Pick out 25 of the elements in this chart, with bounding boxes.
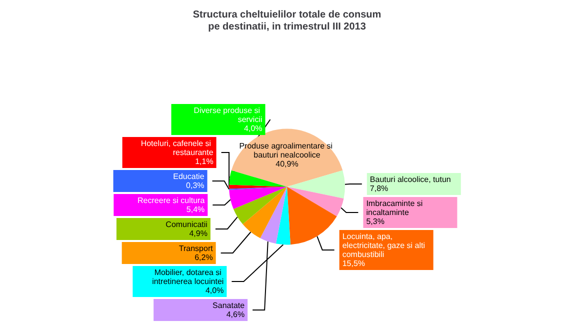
- data-label: 7,8%: [370, 184, 388, 193]
- slice-label: Bauturi alcoolice, tutun: [370, 174, 451, 184]
- data-label: 1,1%: [195, 157, 214, 166]
- slice-label: Educatie: [173, 172, 205, 181]
- slice-label: Locuinta, apa, electricitate, gaze si alti combustibili: [342, 232, 428, 259]
- slice-label: Produse agroalimentare si bauturi nealcoolice: [239, 141, 335, 160]
- slice-label: Diverse produse si servicii: [194, 106, 262, 124]
- slice-label: Recreere si cultura: [138, 196, 206, 205]
- data-label: 6,2%: [194, 253, 213, 262]
- data-label: 4,0%: [244, 124, 262, 133]
- slice-label: Mobilier, dotarea si intretinerea locuintei: [152, 268, 224, 286]
- data-label: 4,9%: [189, 229, 208, 238]
- data-label: 15,5%: [342, 258, 366, 268]
- slice-label: Imbracaminte si incaltaminte: [366, 198, 425, 217]
- data-label: 40,9%: [276, 159, 298, 168]
- data-label: 4,6%: [226, 310, 245, 319]
- slice-label: Comunicatii: [166, 220, 208, 229]
- slice-label: Sanatate: [212, 301, 246, 310]
- slice-label: Transport: [178, 244, 214, 253]
- slice-label: Hoteluri, cafenele si restaurante: [140, 139, 214, 157]
- data-label: 0,3%: [186, 181, 204, 190]
- data-label: 5,3%: [366, 216, 384, 226]
- chart-title: Structura cheltuielilor totale de consum pe destinatii, in trimestrul III 2013: [192, 10, 382, 32]
- data-label: 4,0%: [205, 286, 224, 295]
- data-label: 5,4%: [186, 205, 205, 214]
